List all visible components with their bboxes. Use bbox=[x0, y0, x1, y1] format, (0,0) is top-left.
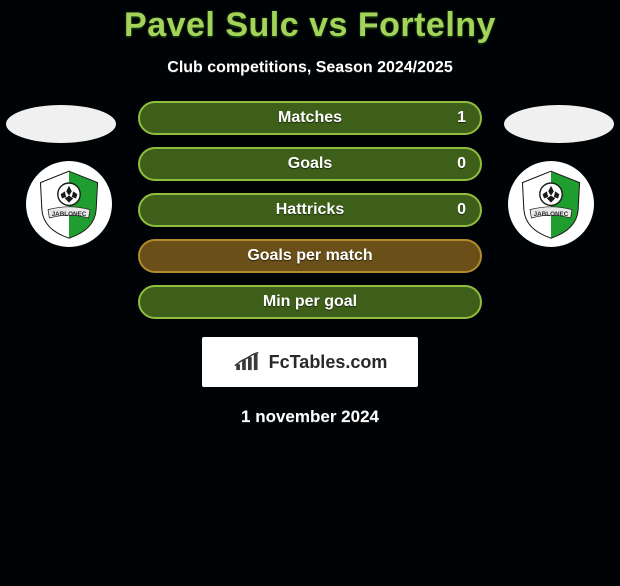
stat-rows: Matches 1 Goals 0 Hattricks 0 Goals per … bbox=[138, 101, 482, 319]
stat-label: Matches bbox=[278, 109, 342, 127]
right-club-logo: JABLONEC bbox=[508, 161, 594, 247]
svg-text:JABLONEC: JABLONEC bbox=[52, 211, 87, 218]
stat-row-matches: Matches 1 bbox=[138, 101, 482, 135]
stat-value-right: 0 bbox=[457, 155, 466, 173]
generated-date: 1 november 2024 bbox=[0, 407, 620, 427]
stat-label: Goals bbox=[288, 155, 332, 173]
right-player-ellipse bbox=[504, 105, 614, 143]
svg-text:JABLONEC: JABLONEC bbox=[534, 211, 569, 218]
left-club-logo: JABLONEC bbox=[26, 161, 112, 247]
page-title: Pavel Sulc vs Fortelny bbox=[0, 6, 620, 45]
shield-icon: JABLONEC bbox=[34, 169, 104, 239]
stat-value-right: 0 bbox=[457, 201, 466, 219]
brand-badge: FcTables.com bbox=[202, 337, 418, 387]
comparison-area: JABLONEC JABLONEC Matches 1 Goals 0 Hatt… bbox=[0, 101, 620, 427]
brand-text: FcTables.com bbox=[269, 352, 388, 373]
left-player-ellipse bbox=[6, 105, 116, 143]
subtitle: Club competitions, Season 2024/2025 bbox=[0, 59, 620, 77]
stat-value-right: 1 bbox=[457, 109, 466, 127]
stat-label: Min per goal bbox=[263, 293, 357, 311]
stat-row-goals: Goals 0 bbox=[138, 147, 482, 181]
stat-row-goals-per-match: Goals per match bbox=[138, 239, 482, 273]
bar-chart-icon bbox=[233, 351, 263, 373]
stat-label: Hattricks bbox=[276, 201, 344, 219]
stat-row-min-per-goal: Min per goal bbox=[138, 285, 482, 319]
shield-icon: JABLONEC bbox=[516, 169, 586, 239]
stat-row-hattricks: Hattricks 0 bbox=[138, 193, 482, 227]
stat-label: Goals per match bbox=[247, 247, 372, 265]
